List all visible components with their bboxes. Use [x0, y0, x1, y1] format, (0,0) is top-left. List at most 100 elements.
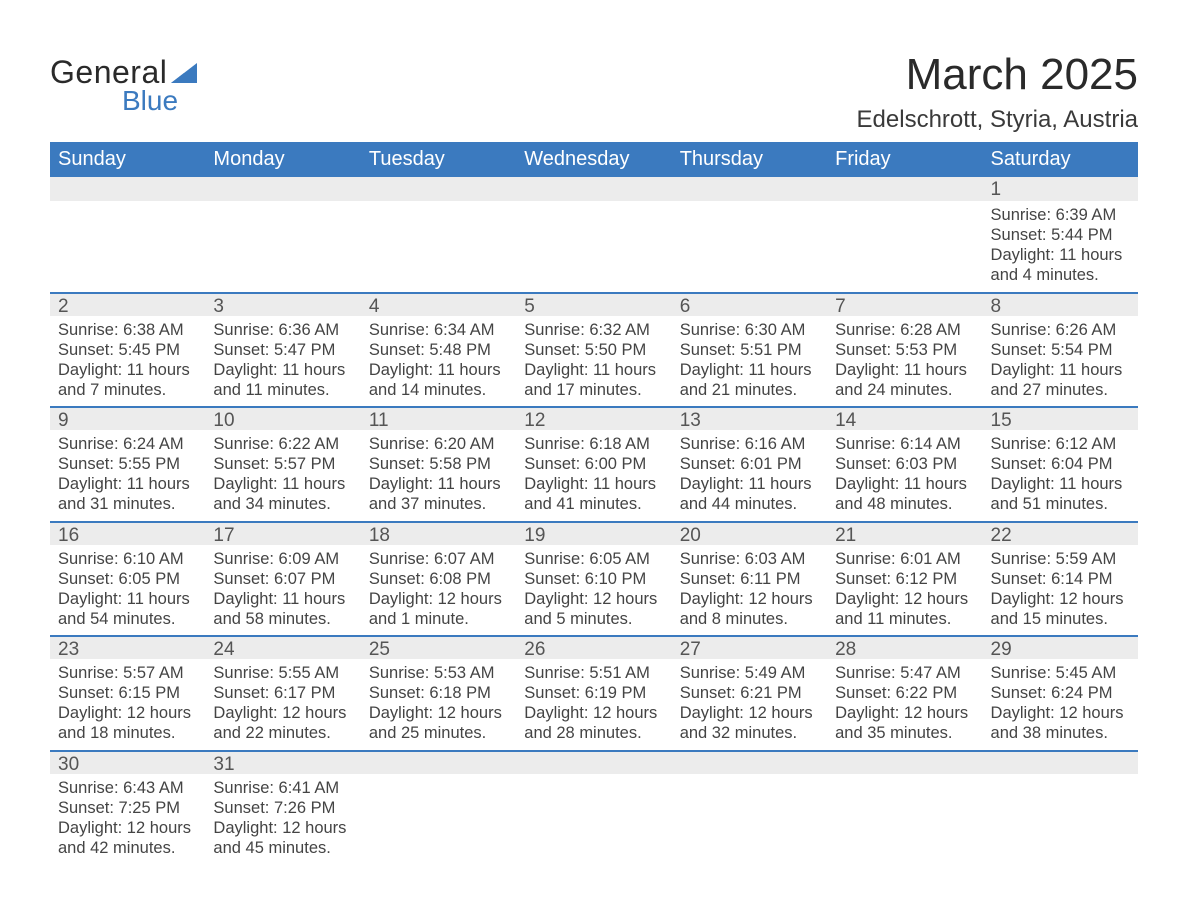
calendar-cell: 1Sunrise: 6:39 AMSunset: 5:44 PMDaylight… — [983, 177, 1138, 292]
calendar-cell — [361, 177, 516, 292]
calendar-cell: 4Sunrise: 6:34 AMSunset: 5:48 PMDaylight… — [361, 292, 516, 407]
day-detail-line: Daylight: 12 hours and 32 minutes. — [680, 703, 819, 743]
day-detail-line: Sunrise: 6:24 AM — [58, 434, 197, 454]
day-number — [516, 177, 671, 201]
day-detail-line: Sunset: 6:18 PM — [369, 683, 508, 703]
day-detail-line: Daylight: 12 hours and 38 minutes. — [991, 703, 1130, 743]
day-details — [516, 201, 671, 279]
calendar-cell — [516, 177, 671, 292]
day-details: Sunrise: 6:24 AMSunset: 5:55 PMDaylight:… — [50, 430, 205, 521]
calendar-cell: 2Sunrise: 6:38 AMSunset: 5:45 PMDaylight… — [50, 292, 205, 407]
calendar-week-row: 9Sunrise: 6:24 AMSunset: 5:55 PMDaylight… — [50, 406, 1138, 521]
day-detail-line: Daylight: 11 hours and 4 minutes. — [991, 245, 1130, 285]
day-detail-line: Sunrise: 6:39 AM — [991, 205, 1130, 225]
day-details: Sunrise: 6:22 AMSunset: 5:57 PMDaylight:… — [205, 430, 360, 521]
day-detail-line: Sunrise: 6:09 AM — [213, 549, 352, 569]
day-details: Sunrise: 5:47 AMSunset: 6:22 PMDaylight:… — [827, 659, 982, 750]
day-detail-line: Sunrise: 6:20 AM — [369, 434, 508, 454]
day-detail-line: Daylight: 11 hours and 11 minutes. — [213, 360, 352, 400]
day-detail-line: Sunrise: 6:07 AM — [369, 549, 508, 569]
calendar-cell: 26Sunrise: 5:51 AMSunset: 6:19 PMDayligh… — [516, 635, 671, 750]
calendar-cell: 14Sunrise: 6:14 AMSunset: 6:03 PMDayligh… — [827, 406, 982, 521]
day-number: 7 — [827, 292, 982, 316]
day-details: Sunrise: 5:59 AMSunset: 6:14 PMDaylight:… — [983, 545, 1138, 636]
calendar-cell: 29Sunrise: 5:45 AMSunset: 6:24 PMDayligh… — [983, 635, 1138, 750]
day-detail-line: Daylight: 12 hours and 15 minutes. — [991, 589, 1130, 629]
location: Edelschrott, Styria, Austria — [857, 106, 1138, 134]
day-detail-line: Daylight: 12 hours and 5 minutes. — [524, 589, 663, 629]
calendar-cell: 31Sunrise: 6:41 AMSunset: 7:26 PMDayligh… — [205, 750, 360, 865]
day-number: 15 — [983, 406, 1138, 430]
day-details: Sunrise: 6:26 AMSunset: 5:54 PMDaylight:… — [983, 316, 1138, 407]
calendar-cell: 27Sunrise: 5:49 AMSunset: 6:21 PMDayligh… — [672, 635, 827, 750]
calendar-cell: 5Sunrise: 6:32 AMSunset: 5:50 PMDaylight… — [516, 292, 671, 407]
day-detail-line: Sunset: 6:11 PM — [680, 569, 819, 589]
day-details: Sunrise: 6:16 AMSunset: 6:01 PMDaylight:… — [672, 430, 827, 521]
day-detail-line: Sunset: 6:03 PM — [835, 454, 974, 474]
calendar-cell: 19Sunrise: 6:05 AMSunset: 6:10 PMDayligh… — [516, 521, 671, 636]
day-detail-line: Sunrise: 6:26 AM — [991, 320, 1130, 340]
day-detail-line: Daylight: 12 hours and 28 minutes. — [524, 703, 663, 743]
day-details: Sunrise: 5:53 AMSunset: 6:18 PMDaylight:… — [361, 659, 516, 750]
day-detail-line: Sunrise: 5:49 AM — [680, 663, 819, 683]
day-details: Sunrise: 6:32 AMSunset: 5:50 PMDaylight:… — [516, 316, 671, 407]
day-detail-line: Sunrise: 6:16 AM — [680, 434, 819, 454]
day-number: 26 — [516, 635, 671, 659]
day-details: Sunrise: 6:38 AMSunset: 5:45 PMDaylight:… — [50, 316, 205, 407]
day-number — [50, 177, 205, 201]
day-number: 17 — [205, 521, 360, 545]
day-number: 31 — [205, 750, 360, 774]
day-detail-line: Daylight: 11 hours and 48 minutes. — [835, 474, 974, 514]
calendar-cell: 12Sunrise: 6:18 AMSunset: 6:00 PMDayligh… — [516, 406, 671, 521]
day-detail-line: Daylight: 11 hours and 24 minutes. — [835, 360, 974, 400]
calendar-cell: 6Sunrise: 6:30 AMSunset: 5:51 PMDaylight… — [672, 292, 827, 407]
day-details: Sunrise: 6:28 AMSunset: 5:53 PMDaylight:… — [827, 316, 982, 407]
day-detail-line: Sunset: 5:54 PM — [991, 340, 1130, 360]
day-number: 4 — [361, 292, 516, 316]
day-details: Sunrise: 6:12 AMSunset: 6:04 PMDaylight:… — [983, 430, 1138, 521]
day-number: 19 — [516, 521, 671, 545]
weekday-header: Monday — [205, 142, 360, 177]
day-detail-line: Sunset: 7:26 PM — [213, 798, 352, 818]
day-detail-line: Sunset: 5:50 PM — [524, 340, 663, 360]
calendar-cell: 24Sunrise: 5:55 AMSunset: 6:17 PMDayligh… — [205, 635, 360, 750]
header: General Blue March 2025 Edelschrott, Sty… — [50, 30, 1138, 134]
calendar-cell: 23Sunrise: 5:57 AMSunset: 6:15 PMDayligh… — [50, 635, 205, 750]
day-detail-line: Sunrise: 6:30 AM — [680, 320, 819, 340]
day-detail-line: Sunset: 5:45 PM — [58, 340, 197, 360]
day-detail-line: Daylight: 11 hours and 37 minutes. — [369, 474, 508, 514]
day-detail-line: Daylight: 11 hours and 14 minutes. — [369, 360, 508, 400]
day-detail-line: Daylight: 12 hours and 25 minutes. — [369, 703, 508, 743]
day-number: 30 — [50, 750, 205, 774]
day-details: Sunrise: 6:03 AMSunset: 6:11 PMDaylight:… — [672, 545, 827, 636]
day-detail-line: Sunrise: 6:12 AM — [991, 434, 1130, 454]
day-detail-line: Daylight: 11 hours and 41 minutes. — [524, 474, 663, 514]
day-details: Sunrise: 5:55 AMSunset: 6:17 PMDaylight:… — [205, 659, 360, 750]
day-detail-line: Sunset: 5:48 PM — [369, 340, 508, 360]
day-number: 29 — [983, 635, 1138, 659]
day-number: 18 — [361, 521, 516, 545]
weekday-header: Friday — [827, 142, 982, 177]
day-number: 25 — [361, 635, 516, 659]
day-detail-line: Sunrise: 6:22 AM — [213, 434, 352, 454]
calendar-cell: 30Sunrise: 6:43 AMSunset: 7:25 PMDayligh… — [50, 750, 205, 865]
day-number: 21 — [827, 521, 982, 545]
day-detail-line: Sunset: 6:10 PM — [524, 569, 663, 589]
day-detail-line: Sunset: 6:19 PM — [524, 683, 663, 703]
day-number: 9 — [50, 406, 205, 430]
weekday-header: Sunday — [50, 142, 205, 177]
day-details: Sunrise: 6:10 AMSunset: 6:05 PMDaylight:… — [50, 545, 205, 636]
day-detail-line: Sunset: 6:22 PM — [835, 683, 974, 703]
calendar-cell — [983, 750, 1138, 865]
day-detail-line: Daylight: 12 hours and 42 minutes. — [58, 818, 197, 858]
day-details: Sunrise: 6:43 AMSunset: 7:25 PMDaylight:… — [50, 774, 205, 865]
day-number — [983, 750, 1138, 774]
day-detail-line: Sunrise: 5:55 AM — [213, 663, 352, 683]
day-number: 16 — [50, 521, 205, 545]
weekday-header-row: Sunday Monday Tuesday Wednesday Thursday… — [50, 142, 1138, 177]
day-number: 6 — [672, 292, 827, 316]
day-details — [50, 201, 205, 279]
day-number — [361, 177, 516, 201]
day-number — [672, 750, 827, 774]
day-detail-line: Sunrise: 6:32 AM — [524, 320, 663, 340]
